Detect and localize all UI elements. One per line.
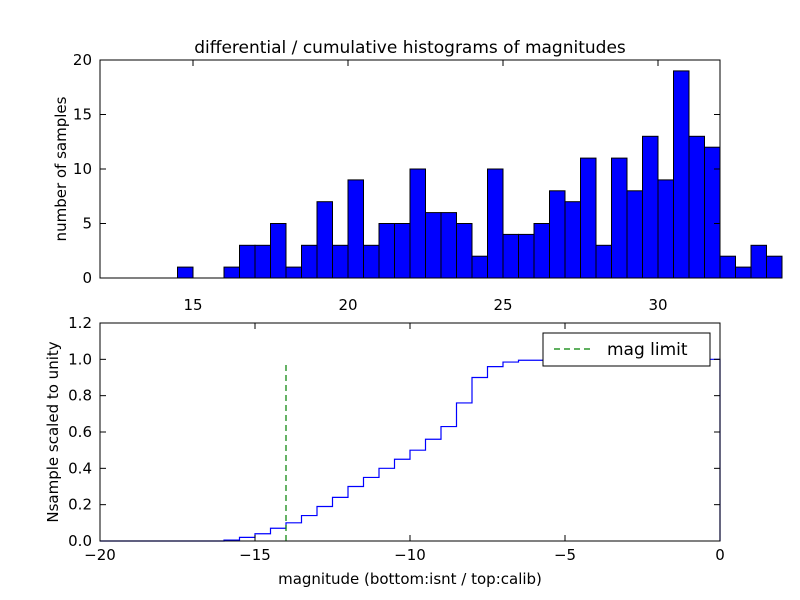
cumulative-y-tick-label: 0.2: [68, 496, 92, 514]
histogram-ticks: 15 20 25 30 0 5 10 15 20: [73, 51, 720, 314]
histogram-bar: [301, 244, 318, 279]
cumulative-step-line: [100, 358, 721, 542]
histogram-x-tick-label: 25: [493, 296, 512, 314]
histogram-bar: [564, 201, 581, 279]
histogram-y-tick-label: 5: [82, 215, 92, 233]
histogram-bar: [394, 223, 411, 279]
chart-title: differential / cumulative histograms of …: [194, 38, 626, 58]
cumulative-y-tick-label: 1.2: [68, 314, 92, 332]
legend-label: mag limit: [607, 340, 688, 360]
histogram-bar: [750, 244, 767, 279]
histogram-panel: differential / cumulative histograms of …: [52, 38, 783, 314]
histogram-bar: [363, 244, 380, 279]
histogram-bar: [471, 255, 488, 279]
histogram-bar: [177, 266, 194, 279]
histogram-bar: [425, 212, 442, 279]
histogram-y-tick-label: 20: [73, 51, 92, 69]
histogram-bar: [735, 266, 752, 279]
cumulative-plot-area: [100, 358, 721, 542]
histogram-bar: [580, 157, 597, 279]
histogram-bar: [378, 223, 395, 279]
histogram-bar: [223, 266, 240, 279]
histogram-bar: [440, 212, 457, 279]
histogram-bar: [549, 190, 566, 279]
histogram-bar: [347, 179, 364, 279]
cumulative-x-tick-label: 0: [715, 546, 725, 564]
histogram-bar: [254, 244, 271, 279]
histogram-y-tick-label: 0: [82, 269, 92, 287]
histogram-x-tick-label: 20: [338, 296, 357, 314]
histogram-bar: [642, 135, 659, 279]
histogram-bar: [332, 244, 349, 279]
histogram-y-tick-label: 15: [73, 106, 92, 124]
cumulative-y-tick-label: 1.0: [68, 350, 92, 368]
cumulative-x-tick-label: −20: [84, 546, 116, 564]
histogram-bar: [409, 168, 426, 279]
histogram-bar: [626, 190, 643, 279]
histogram-bar: [316, 201, 333, 279]
histogram-bar: [766, 255, 783, 279]
legend: mag limit: [542, 332, 711, 367]
histogram-bar: [673, 70, 690, 279]
cumulative-y-tick-label: 0.4: [68, 459, 92, 477]
histogram-bar: [688, 135, 705, 279]
cumulative-ticks: −20 −15 −10 −5 0 0.0 0.2 0.4 0.6 0.8 1.0 1.2: [68, 314, 725, 564]
histogram-bar: [533, 223, 550, 279]
cumulative-x-label: magnitude (bottom:isnt / top:calib): [278, 570, 542, 588]
cumulative-panel: −20 −15 −10 −5 0 0.0 0.2 0.4 0.6 0.8 1.0 1.2 magnit…: [44, 314, 725, 588]
histogram-bars: [177, 70, 783, 279]
histogram-bar: [719, 255, 736, 279]
histogram-bar: [657, 179, 674, 279]
histogram-y-label: number of samples: [52, 96, 70, 241]
histogram-bar: [456, 223, 473, 279]
histogram-bar: [487, 168, 504, 279]
cumulative-y-label: Nsample scaled to unity: [44, 341, 62, 522]
histogram-bar: [502, 233, 519, 279]
histogram-y-tick-label: 10: [73, 160, 92, 178]
cumulative-x-tick-label: −10: [394, 546, 426, 564]
cumulative-y-tick-label: 0.6: [68, 423, 92, 441]
histogram-bar: [595, 244, 612, 279]
cumulative-x-tick-label: −5: [554, 546, 576, 564]
histogram-x-tick-label: 15: [183, 296, 202, 314]
histogram-bar: [285, 266, 302, 279]
histogram-bar: [270, 223, 287, 279]
legend-box: [542, 332, 711, 367]
cumulative-x-tick-label: −15: [239, 546, 271, 564]
histogram-bar: [518, 233, 535, 279]
cumulative-y-tick-label: 0.8: [68, 387, 92, 405]
cumulative-y-tick-label: 0.0: [68, 532, 92, 550]
histogram-bar: [239, 244, 256, 279]
histogram-bar: [704, 146, 721, 279]
histogram-x-tick-label: 30: [648, 296, 667, 314]
histogram-bar: [611, 157, 628, 279]
